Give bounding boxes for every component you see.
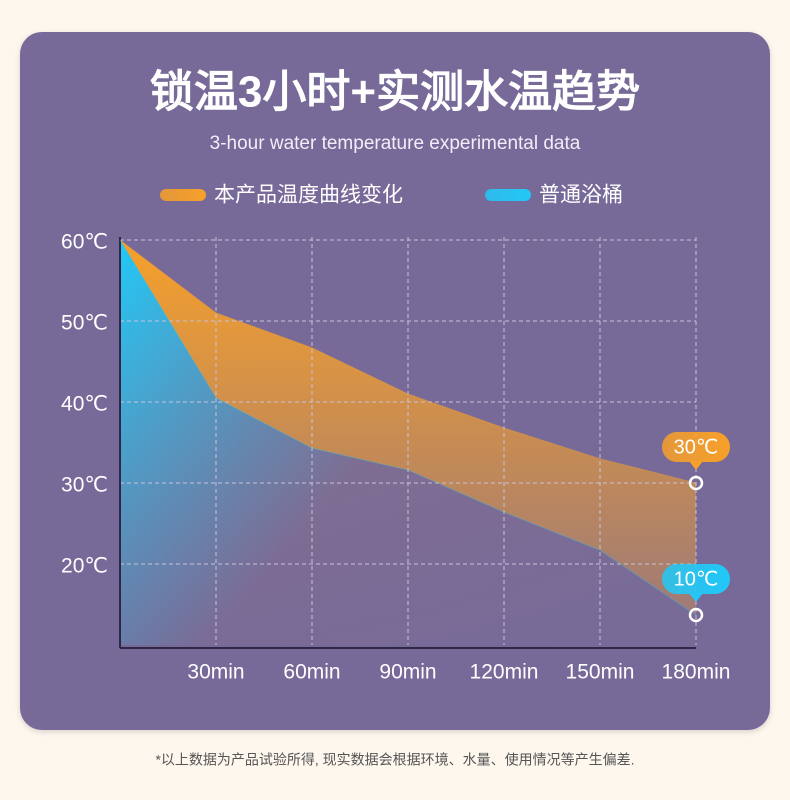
x-tick-label: 120min [470, 661, 539, 684]
x-tick-label: 150min [566, 661, 635, 684]
y-tick-label: 20℃ [61, 555, 108, 578]
annotation-pointer [689, 593, 703, 603]
x-tick-label: 180min [662, 661, 731, 684]
annotation: 10℃ [674, 568, 719, 590]
chart-title: 锁温3小时+实测水温趋势 [150, 68, 640, 117]
series-line [119, 239, 697, 616]
x-tick-label: 60min [283, 661, 340, 684]
legend-swatch [160, 189, 206, 201]
y-tick-label: 60℃ [61, 231, 108, 254]
y-tick-label: 30℃ [61, 474, 108, 497]
chart-subtitle: 3-hour water temperature experimental da… [210, 133, 581, 154]
x-tick-label: 90min [379, 661, 436, 684]
annotation-bubble [662, 564, 730, 595]
end-point [688, 607, 704, 623]
y-tick-label: 40℃ [61, 393, 108, 416]
legend-label: 本产品温度曲线变化 [214, 184, 403, 207]
area-fill [120, 240, 696, 645]
footnote: *以上数据为产品试验所得, 现实数据会根据环境、水量、使用情况等产生偏差. [155, 752, 634, 768]
annotation-pointer [689, 461, 703, 470]
legend-label: 普通浴桶 [539, 184, 623, 207]
annotation: 30℃ [674, 436, 719, 458]
annotation-bubble [662, 432, 730, 462]
legend-swatch [485, 189, 531, 201]
end-point [688, 475, 704, 491]
x-tick-label: 30min [187, 661, 244, 684]
series-line [119, 239, 697, 484]
y-tick-label: 50℃ [61, 312, 108, 335]
